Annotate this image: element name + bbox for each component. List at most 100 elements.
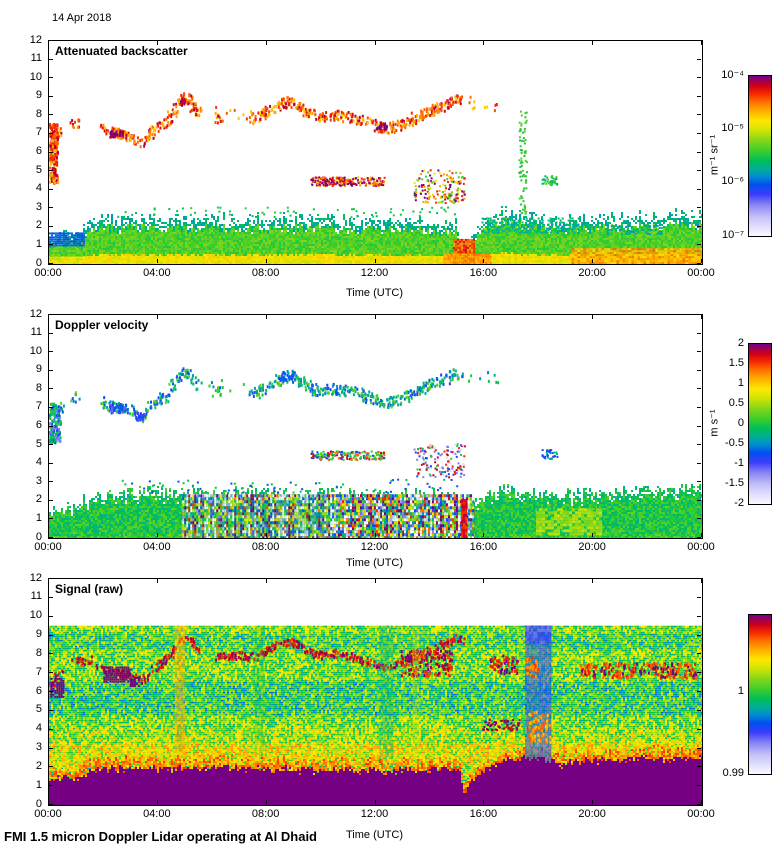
- backscatter-panel-title: Attenuated backscatter: [55, 44, 188, 58]
- velocity-colorbar: [748, 343, 772, 505]
- y-tick-label: 9: [35, 89, 42, 102]
- x-tick-label: 12:00: [360, 267, 389, 279]
- y-tick-mark: [697, 804, 701, 805]
- x-tick-mark: [48, 579, 49, 583]
- y-tick-label: 8: [35, 107, 42, 120]
- y-tick-mark: [697, 188, 701, 190]
- colorbar-tick-label: -1: [734, 456, 744, 469]
- y-tick-mark: [49, 151, 53, 153]
- y-tick-mark: [697, 653, 701, 655]
- y-tick-label: 9: [35, 363, 42, 376]
- x-tick-label: 00:00: [34, 808, 62, 820]
- x-tick-mark: [48, 800, 49, 804]
- colorbar-tick-label: 1: [737, 685, 744, 698]
- y-tick-label: 12: [29, 571, 42, 584]
- y-tick-label: 4: [35, 722, 42, 735]
- y-tick-label: 9: [35, 628, 42, 640]
- colorbar-tick-label: 0: [737, 416, 744, 429]
- y-tick-mark: [697, 578, 701, 579]
- colorbar-tick-label: 0.99: [722, 766, 744, 779]
- y-tick-label: 4: [35, 182, 42, 195]
- x-tick-mark: [483, 579, 485, 583]
- x-tick-label: 08:00: [251, 267, 280, 279]
- y-tick-mark: [49, 747, 53, 749]
- y-tick-mark: [49, 481, 53, 483]
- y-tick-mark: [697, 425, 701, 427]
- y-tick-label: 4: [35, 456, 42, 469]
- y-tick-mark: [697, 151, 701, 153]
- y-tick-mark: [697, 225, 701, 227]
- x-tick-mark: [374, 579, 376, 583]
- x-tick-mark: [701, 41, 702, 45]
- x-tick-mark: [265, 800, 267, 804]
- x-tick-mark: [48, 41, 49, 45]
- y-tick-mark: [697, 369, 701, 371]
- y-tick-label: 10: [29, 609, 42, 622]
- y-tick-mark: [49, 388, 53, 390]
- x-tick-mark: [592, 259, 594, 263]
- x-tick-mark: [701, 579, 702, 583]
- signal-colorbar: [748, 614, 772, 775]
- x-tick-mark: [483, 41, 485, 45]
- x-tick-mark: [592, 533, 594, 537]
- y-tick-label: 6: [35, 419, 42, 431]
- x-tick-label: 20:00: [578, 808, 606, 820]
- y-tick-mark: [49, 518, 53, 520]
- y-tick-mark: [697, 444, 701, 446]
- y-tick-label: 8: [35, 646, 42, 659]
- x-tick-mark: [265, 315, 267, 319]
- y-tick-label: 0: [35, 256, 42, 269]
- y-tick-mark: [49, 263, 53, 264]
- x-tick-mark: [48, 315, 49, 319]
- y-tick-mark: [697, 634, 701, 636]
- y-tick-label: 2: [35, 219, 42, 232]
- y-tick-label: 7: [35, 400, 42, 413]
- x-tick-label: 16:00: [469, 808, 498, 820]
- y-tick-mark: [697, 388, 701, 390]
- colorbar-tick-label: 10⁻⁵: [721, 121, 744, 134]
- y-tick-mark: [697, 766, 701, 768]
- y-tick-mark: [697, 77, 701, 79]
- x-tick-mark: [483, 800, 485, 804]
- y-tick-mark: [49, 188, 53, 190]
- x-tick-label: 04:00: [143, 808, 171, 820]
- y-tick-mark: [49, 170, 53, 172]
- x-tick-mark: [483, 259, 485, 263]
- velocity-panel: Doppler velocity: [48, 314, 703, 539]
- y-tick-mark: [49, 207, 53, 209]
- y-tick-mark: [49, 499, 53, 501]
- x-tick-label: 04:00: [143, 267, 171, 279]
- y-tick-label: 2: [35, 493, 42, 506]
- y-tick-mark: [49, 537, 53, 538]
- y-tick-label: 10: [29, 344, 42, 357]
- colorbar-tick-label: 1: [737, 376, 744, 389]
- y-tick-mark: [49, 672, 53, 674]
- y-tick-mark: [697, 462, 701, 464]
- x-tick-label: 04:00: [143, 541, 171, 553]
- y-tick-label: 7: [35, 126, 42, 139]
- backscatter-colorbar-unit: m⁻¹ sr⁻¹: [708, 134, 721, 176]
- y-tick-label: 5: [35, 703, 42, 716]
- figure-caption: FMI 1.5 micron Doppler Lidar operating a…: [4, 829, 317, 844]
- y-tick-label: 3: [35, 741, 42, 753]
- y-tick-mark: [697, 244, 701, 246]
- y-tick-label: 1: [35, 237, 42, 250]
- y-tick-label: 8: [35, 381, 42, 394]
- y-tick-mark: [49, 95, 53, 97]
- backscatter-heatmap: [49, 41, 702, 264]
- y-tick-mark: [49, 728, 53, 730]
- y-tick-mark: [697, 596, 701, 598]
- y-tick-mark: [697, 58, 701, 60]
- y-tick-label: 6: [35, 684, 42, 697]
- x-tick-label: 08:00: [251, 541, 280, 553]
- y-tick-label: 11: [30, 326, 42, 339]
- x-tick-label: 12:00: [360, 541, 389, 553]
- x-tick-mark: [265, 259, 267, 263]
- x-tick-mark: [374, 533, 376, 537]
- y-tick-label: 3: [35, 200, 42, 213]
- x-tick-mark: [592, 41, 594, 45]
- y-tick-mark: [49, 351, 53, 353]
- x-tick-label: 00:00: [34, 541, 62, 553]
- y-tick-mark: [49, 634, 53, 636]
